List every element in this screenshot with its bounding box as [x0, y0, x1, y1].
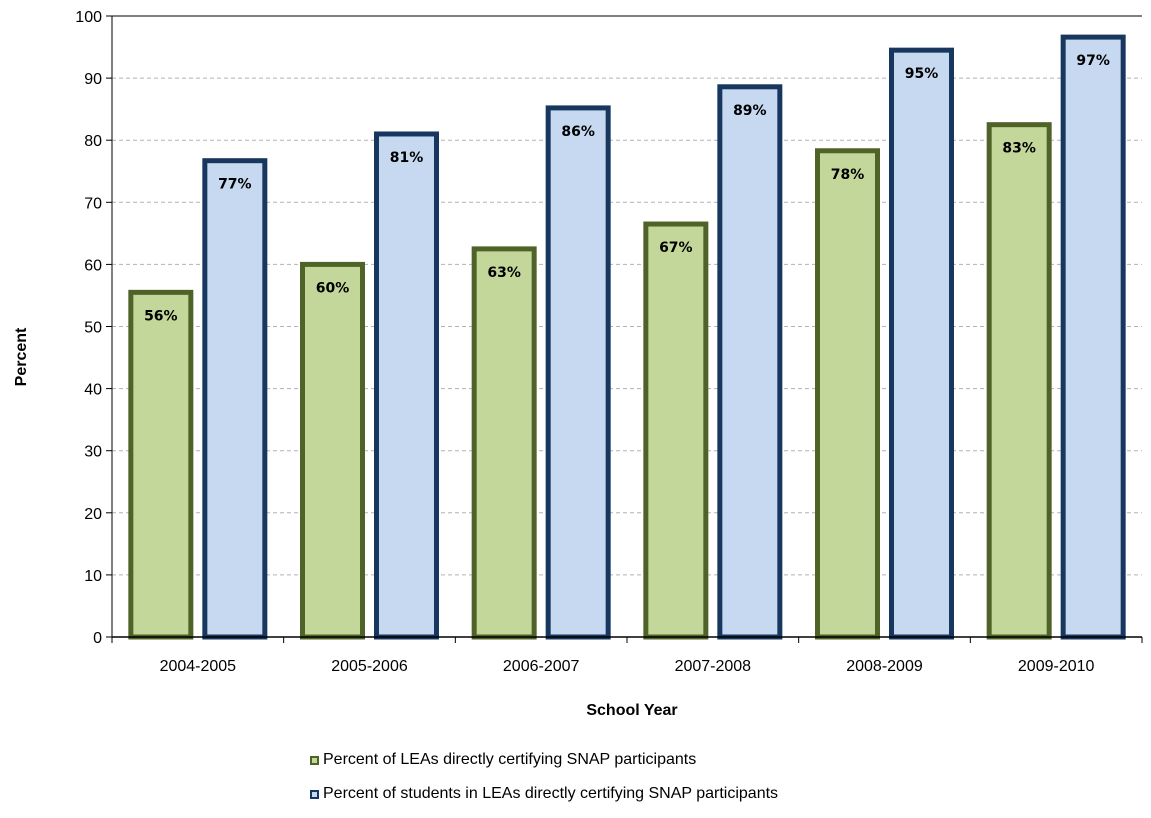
x-tick-label: 2004-2005: [160, 658, 237, 675]
bar-students: [889, 47, 954, 640]
bar-students: [202, 158, 268, 640]
data-label: 97%: [1076, 53, 1110, 69]
y-tick-label: 80: [84, 133, 102, 150]
legend-item-leas: Percent of LEAs directly certifying SNAP…: [310, 750, 778, 770]
data-label: 95%: [905, 66, 939, 82]
bar-leas: [815, 148, 880, 640]
legend-label-students: Percent of students in LEAs directly cer…: [323, 785, 779, 802]
bar-leas: [128, 289, 194, 640]
bar-students: [545, 105, 611, 640]
data-label: 81%: [390, 150, 424, 166]
axes: [106, 15, 1143, 643]
y-tick-labels: 0 10 20 30 40 50 60 70 80 90 100: [75, 9, 102, 647]
bar-leas: [471, 246, 537, 640]
data-label: 83%: [1002, 141, 1036, 157]
bar-students: [374, 131, 439, 640]
x-tick-label: 2006-2007: [503, 658, 580, 675]
y-tick-label: 10: [84, 568, 102, 585]
x-tick-label: 2007-2008: [675, 658, 752, 675]
data-label: 86%: [561, 124, 595, 140]
y-tick-label: 50: [84, 320, 102, 337]
y-tick-label: 40: [84, 382, 102, 399]
x-tick-label: 2005-2006: [331, 658, 408, 675]
data-label: 60%: [316, 280, 350, 296]
y-tick-label: 60: [84, 257, 102, 274]
legend: Percent of LEAs directly certifying SNAP…: [310, 750, 778, 818]
data-label: 77%: [218, 177, 252, 193]
data-label: 67%: [659, 240, 693, 256]
bars: [128, 34, 1126, 640]
bar-students: [1060, 34, 1126, 640]
bar-leas: [986, 122, 1052, 640]
y-tick-label: 20: [84, 506, 102, 523]
bar-leas: [643, 221, 709, 640]
y-tick-label: 30: [84, 444, 102, 461]
y-tick-label: 0: [93, 630, 102, 647]
data-label: 89%: [733, 103, 767, 119]
data-label: 63%: [487, 265, 521, 281]
data-labels: 56% 77% 60% 81% 63% 86% 67% 89% 78% 95% 83% 97%: [144, 53, 1110, 324]
y-tick-label: 70: [84, 195, 102, 212]
x-tick-label: 2008-2009: [846, 658, 923, 675]
data-label: 56%: [144, 308, 178, 324]
x-tick-labels: 2004-2005 2005-2006 2006-2007 2007-2008 2008…: [160, 658, 1095, 675]
legend-item-students: Percent of students in LEAs directly cer…: [310, 784, 778, 804]
legend-swatch-students: [310, 789, 319, 799]
x-tick-label: 2009-2010: [1018, 658, 1095, 675]
data-label: 78%: [831, 167, 865, 183]
y-tick-label: 90: [84, 71, 102, 88]
bar-students: [717, 84, 783, 640]
legend-swatch-leas: [310, 755, 319, 765]
y-axis-label: Percent: [13, 327, 30, 386]
x-axis-label: School Year: [586, 702, 677, 719]
legend-label-leas: Percent of LEAs directly certifying SNAP…: [323, 751, 697, 768]
bar-leas: [300, 261, 365, 640]
gridlines: [112, 77, 1142, 576]
y-tick-label: 100: [75, 9, 102, 26]
